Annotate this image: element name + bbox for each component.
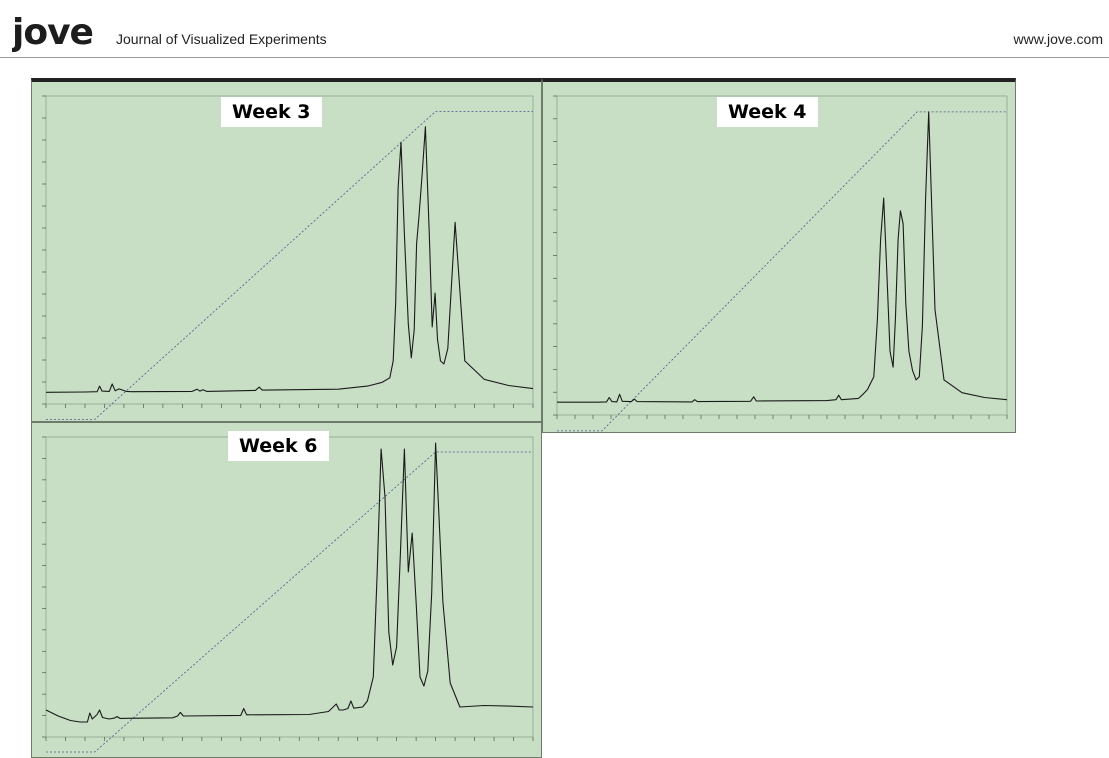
panel-label-week-4: Week 4 [717,97,818,127]
header-rule [0,57,1109,58]
panel-label-week-6: Week 6 [228,431,329,461]
chromatogram-trace [45,126,534,393]
hplc-figure: Week 3 Week 4 Week 6 [28,78,1020,758]
panel-label-week-3: Week 3 [221,97,322,127]
chromatogram-panel-week-6: Week 6 [31,422,542,758]
chromatogram-trace [45,442,534,723]
chromatogram-week-4 [553,95,1008,432]
plot-frame [556,95,1008,416]
plot-frame [45,95,534,405]
chromatogram-trace [557,111,1008,403]
gradient-line [46,110,533,420]
logo-text: jove [12,12,93,53]
page-header: jove Journal of Visualized Experiments w… [0,0,1109,60]
jove-logo: jove [12,12,94,53]
journal-title: Journal of Visualized Experiments [116,31,327,47]
gradient-line [557,111,1007,432]
chromatogram-week-6 [42,436,534,753]
chromatogram-panel-week-4: Week 4 [542,78,1016,433]
chromatogram-week-3 [42,95,534,420]
chromatogram-panel-week-3: Week 3 [31,78,542,422]
site-url: www.jove.com [1013,31,1103,47]
plot-frame [45,436,534,738]
gradient-line [46,451,533,753]
